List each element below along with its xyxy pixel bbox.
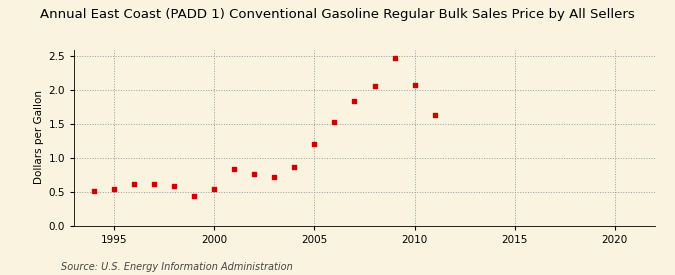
Point — [429, 113, 440, 117]
Text: Source: U.S. Energy Information Administration: Source: U.S. Energy Information Administ… — [61, 262, 292, 272]
Point — [169, 183, 180, 188]
Point — [369, 84, 380, 88]
Point — [289, 165, 300, 169]
Point — [229, 166, 240, 171]
Point — [209, 187, 220, 191]
Point — [189, 194, 200, 198]
Point — [389, 56, 400, 60]
Point — [269, 175, 280, 179]
Point — [249, 172, 260, 176]
Point — [129, 181, 140, 186]
Point — [329, 120, 340, 124]
Point — [149, 181, 160, 186]
Point — [349, 99, 360, 103]
Y-axis label: Dollars per Gallon: Dollars per Gallon — [34, 90, 45, 185]
Point — [309, 142, 320, 147]
Point — [109, 187, 119, 191]
Text: Annual East Coast (PADD 1) Conventional Gasoline Regular Bulk Sales Price by All: Annual East Coast (PADD 1) Conventional … — [40, 8, 635, 21]
Point — [409, 83, 420, 87]
Point — [89, 189, 100, 193]
